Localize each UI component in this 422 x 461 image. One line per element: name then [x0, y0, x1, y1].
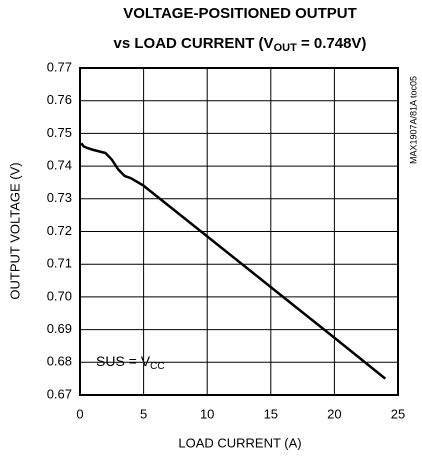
y-tick-label: 0.77 — [47, 59, 72, 74]
x-tick-label: 10 — [200, 406, 214, 421]
y-tick-label: 0.73 — [47, 190, 72, 205]
title-part: vs LOAD CURRENT (V — [114, 35, 274, 52]
x-tick-label: 15 — [264, 406, 278, 421]
y-tick-label: 0.75 — [47, 125, 72, 140]
y-axis-label: OUTPUT VOLTAGE (V) — [7, 162, 22, 299]
x-tick-label: 20 — [327, 406, 341, 421]
title-sub: OUT — [274, 42, 298, 54]
y-tick-label: 0.74 — [47, 158, 72, 173]
x-tick-label: 0 — [76, 406, 83, 421]
y-tick-label: 0.68 — [47, 354, 72, 369]
y-tick-label: 0.69 — [47, 321, 72, 336]
y-tick-label: 0.70 — [47, 288, 72, 303]
plot-frame — [79, 67, 399, 396]
chart-title: vs LOAD CURRENT (VOUT = 0.748V) — [114, 35, 367, 54]
annotation-part: SUS = V — [96, 353, 151, 369]
data-line — [80, 142, 387, 380]
title-part: = 0.748V) — [297, 35, 367, 52]
y-tick-label: 0.76 — [47, 92, 72, 107]
annotation-sub: CC — [150, 361, 164, 372]
side-note: MAX1907A/81A toc05 — [408, 76, 418, 164]
x-axis-label: LOAD CURRENT (A) — [178, 435, 301, 450]
annotation: SUS = VCC — [96, 353, 165, 372]
y-tick-label: 0.67 — [47, 386, 72, 401]
chart-title: VOLTAGE-POSITIONED OUTPUT — [123, 5, 357, 22]
x-tick-label: 5 — [140, 406, 147, 421]
y-tick-label: 0.72 — [47, 223, 72, 238]
y-tick-label: 0.71 — [47, 256, 72, 271]
x-tick-label: 25 — [391, 406, 405, 421]
